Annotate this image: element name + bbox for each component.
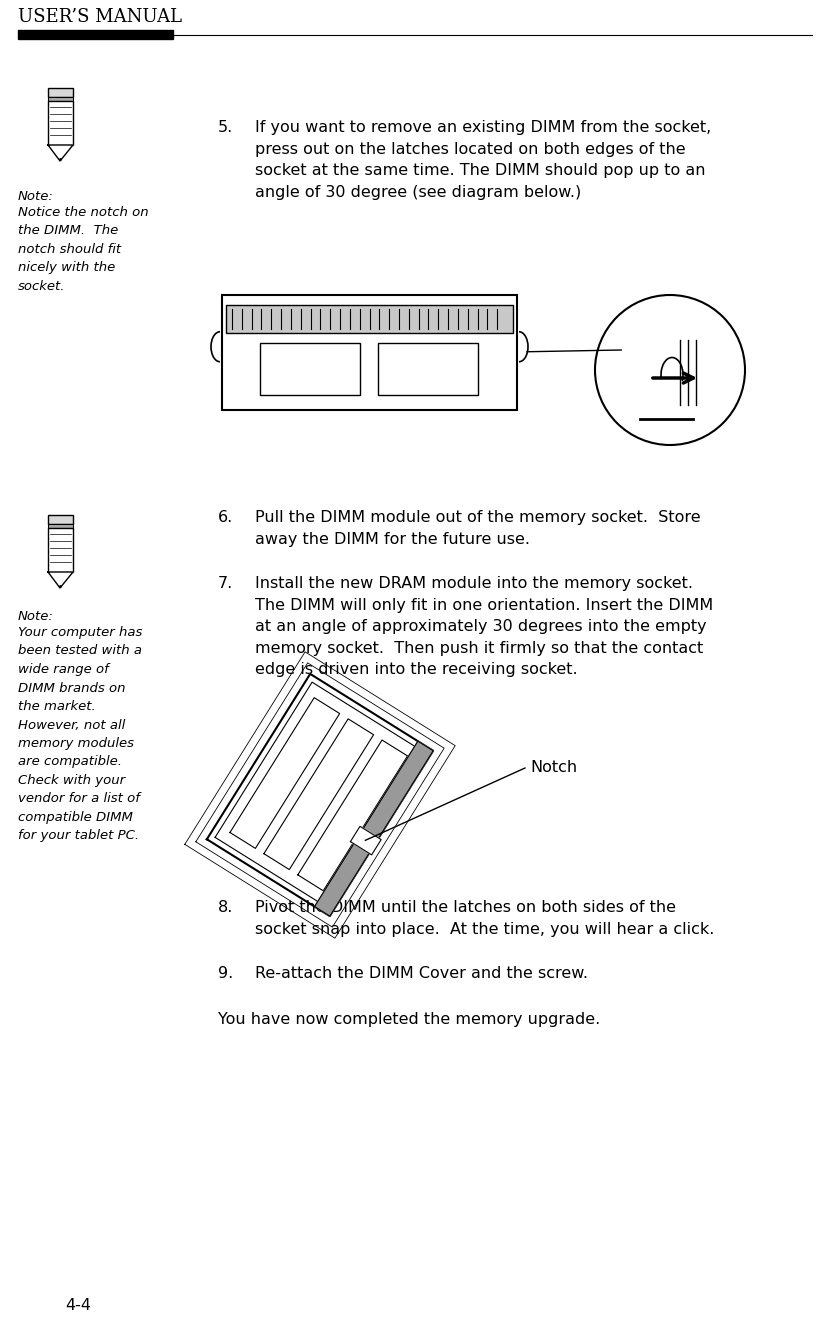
Polygon shape	[350, 826, 381, 855]
Bar	[48, 97, 73, 101]
Polygon shape	[314, 741, 433, 916]
Polygon shape	[298, 740, 408, 891]
Bar	[226, 305, 513, 333]
Bar	[222, 295, 517, 410]
Circle shape	[595, 295, 745, 445]
Text: Re-attach the DIMM Cover and the screw.: Re-attach the DIMM Cover and the screw.	[255, 965, 588, 981]
Bar	[378, 343, 478, 394]
Text: 5.: 5.	[218, 120, 233, 135]
Text: Your computer has
been tested with a
wide range of
DIMM brands on
the market.
Ho: Your computer has been tested with a wid…	[18, 625, 142, 842]
Bar	[18, 31, 173, 39]
Text: 8.: 8.	[218, 900, 233, 915]
Text: Notch: Notch	[530, 760, 577, 776]
Text: Pull the DIMM module out of the memory socket.  Store
away the DIMM for the futu: Pull the DIMM module out of the memory s…	[255, 510, 701, 547]
Polygon shape	[48, 572, 73, 588]
Bar	[48, 101, 73, 145]
Bar	[48, 529, 73, 572]
Bar	[48, 515, 73, 525]
Text: Notice the notch on
the DIMM.  The
notch should fit
nicely with the
socket.: Notice the notch on the DIMM. The notch …	[18, 206, 149, 293]
Polygon shape	[264, 718, 374, 870]
Text: Pivot the DIMM until the latches on both sides of the
socket snap into place.  A: Pivot the DIMM until the latches on both…	[255, 900, 715, 936]
Polygon shape	[207, 673, 433, 916]
Text: 4-4: 4-4	[65, 1297, 91, 1313]
Text: If you want to remove an existing DIMM from the socket,
press out on the latches: If you want to remove an existing DIMM f…	[255, 120, 711, 199]
Text: You have now completed the memory upgrade.: You have now completed the memory upgrad…	[218, 1012, 600, 1027]
Text: 7.: 7.	[218, 576, 233, 591]
Text: Note:: Note:	[18, 190, 54, 203]
Bar	[48, 525, 73, 529]
Polygon shape	[48, 145, 73, 161]
Polygon shape	[230, 697, 339, 849]
Text: USER’S MANUAL: USER’S MANUAL	[18, 8, 182, 27]
Text: Install the new DRAM module into the memory socket.
The DIMM will only fit in on: Install the new DRAM module into the mem…	[255, 576, 713, 677]
Bar	[48, 88, 73, 97]
Text: 6.: 6.	[218, 510, 233, 525]
Bar	[260, 343, 360, 394]
Text: Note:: Note:	[18, 610, 54, 623]
Text: 9.: 9.	[218, 965, 233, 981]
